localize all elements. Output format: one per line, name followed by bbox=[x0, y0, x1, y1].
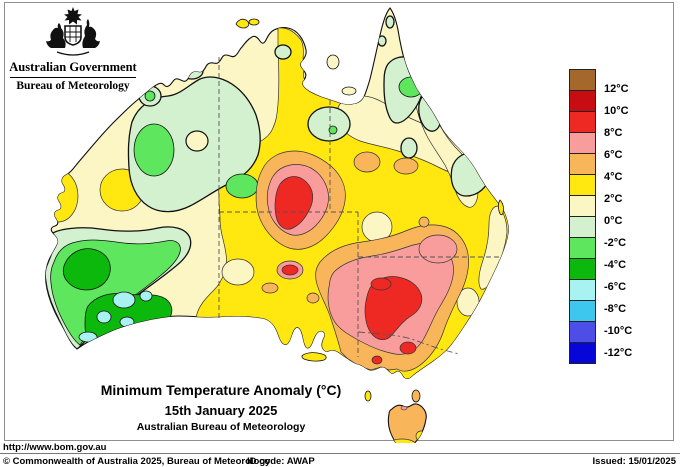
cream-hole-wa-interior bbox=[185, 130, 209, 152]
legend-label-4: 4°C bbox=[604, 171, 623, 183]
legend-swatch-11 bbox=[569, 300, 596, 322]
legend-label-10: -8°C bbox=[604, 303, 627, 315]
coat-of-arms-icon bbox=[46, 7, 100, 56]
crest-kangaroo bbox=[46, 23, 66, 48]
copyright-text: © Commonwealth of Australia 2025, Bureau… bbox=[3, 456, 271, 467]
legend-swatch-6 bbox=[569, 195, 596, 217]
legend-label-9: -6°C bbox=[604, 281, 627, 293]
legend-swatch-5 bbox=[569, 174, 596, 196]
mornington-island bbox=[341, 86, 357, 96]
map-title: Minimum Temperature Anomaly (°C) bbox=[100, 382, 342, 398]
header-divider bbox=[10, 77, 136, 78]
bom-url: http://www.bom.gov.au bbox=[3, 442, 107, 453]
legend-label-3: 6°C bbox=[604, 149, 623, 161]
legend-label-6: 0°C bbox=[604, 215, 623, 227]
islands bbox=[235, 18, 504, 403]
crest-shield-lines bbox=[65, 26, 81, 42]
legend-color-bar bbox=[569, 69, 596, 364]
tasmania-east-yellow bbox=[415, 430, 427, 442]
legend-swatch-2 bbox=[569, 111, 596, 133]
border-murray bbox=[357, 331, 461, 355]
state-borders bbox=[218, 57, 502, 357]
legend-label-5: 2°C bbox=[604, 193, 623, 205]
legend-swatch-1 bbox=[569, 90, 596, 112]
government-header: Australian Government Bureau of Meteorol… bbox=[8, 6, 138, 92]
map-source: Australian Bureau of Meteorology bbox=[136, 421, 306, 433]
map-date: 15th January 2025 bbox=[164, 403, 278, 418]
legend-label-2: 8°C bbox=[604, 127, 623, 139]
anomaly-layer-palecyan bbox=[78, 290, 153, 343]
fraser-island bbox=[497, 199, 504, 216]
crest-scroll bbox=[56, 51, 90, 56]
crest-shield bbox=[64, 25, 82, 46]
issued-date-text: Issued: 15/01/2025 bbox=[592, 456, 676, 467]
king-island bbox=[364, 390, 372, 402]
legend-swatch-4 bbox=[569, 153, 596, 175]
bureau-title: Bureau of Meteorology bbox=[16, 80, 130, 92]
legend-swatch-9 bbox=[569, 258, 596, 280]
map-frame-border bbox=[4, 2, 674, 441]
legend-swatch-13 bbox=[569, 342, 596, 364]
kangaroo-island bbox=[301, 352, 327, 362]
legend-label-0: 12°C bbox=[604, 83, 629, 95]
legend-swatch-8 bbox=[569, 237, 596, 259]
legend-label-1: 10°C bbox=[604, 105, 629, 117]
tiwi-island-1 bbox=[235, 18, 250, 29]
legend-swatch-12 bbox=[569, 321, 596, 343]
anomaly-layer-red bbox=[274, 176, 423, 365]
crest-star bbox=[64, 7, 82, 25]
id-code-text: ID code: AWAP bbox=[247, 456, 315, 467]
footer-divider bbox=[0, 453, 680, 454]
legend-label-7: -2°C bbox=[604, 237, 627, 249]
legend-swatch-10 bbox=[569, 279, 596, 301]
tasmania-coastline bbox=[387, 403, 427, 443]
legend-swatch-3 bbox=[569, 132, 596, 154]
legend-label-8: -4°C bbox=[604, 259, 627, 271]
groote-island bbox=[326, 54, 340, 70]
legend-swatch-7 bbox=[569, 216, 596, 238]
legend-label-12: -12°C bbox=[604, 347, 633, 359]
legend-swatch-0 bbox=[569, 69, 596, 91]
crest-emu bbox=[82, 19, 100, 48]
government-title: Australian Government bbox=[9, 60, 137, 74]
flinders-island bbox=[411, 389, 421, 403]
map-title-block: Minimum Temperature Anomaly (°C) 15th Ja… bbox=[71, 382, 371, 433]
temperature-legend: 12°C 10°C 8°C 6°C 4°C 2°C 0°C -2°C -4°C -6°C -8°C -… bbox=[569, 69, 679, 377]
australia-anomaly-map bbox=[45, 7, 509, 443]
legend-label-11: -10°C bbox=[604, 325, 633, 337]
tiwi-island-2 bbox=[248, 18, 260, 26]
